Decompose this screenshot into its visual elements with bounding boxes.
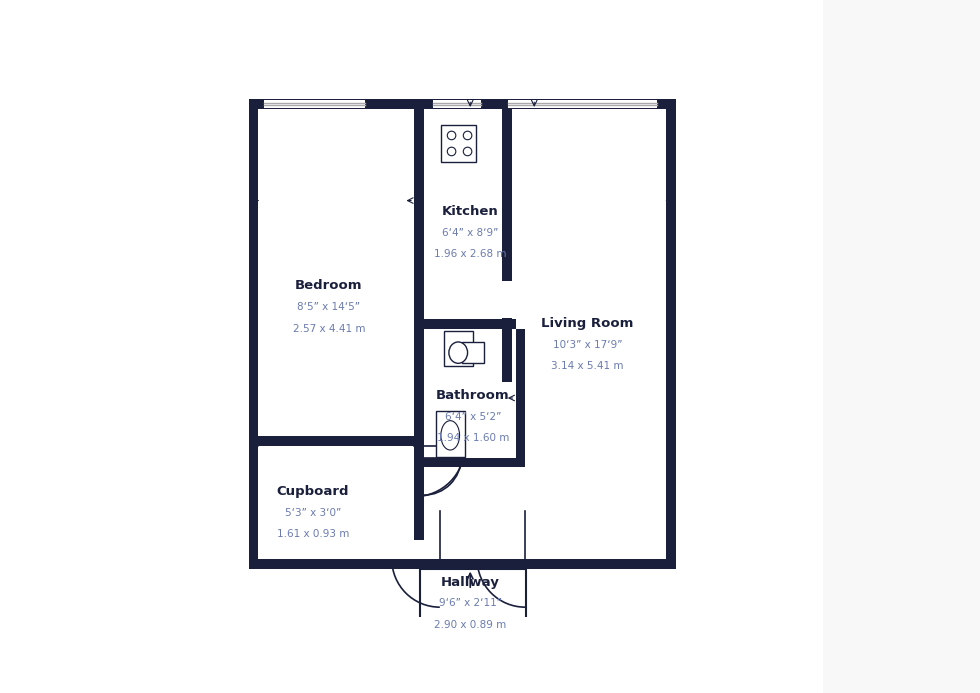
Text: 10‘3” x 17‘9”: 10‘3” x 17‘9” xyxy=(553,340,622,350)
Bar xyxy=(513,559,522,617)
Bar xyxy=(249,99,259,569)
Text: 3.14 x 5.41 m: 3.14 x 5.41 m xyxy=(552,361,624,371)
Ellipse shape xyxy=(449,342,467,363)
Text: Hallway: Hallway xyxy=(441,576,500,588)
Bar xyxy=(503,318,512,382)
Text: 1.61 x 0.93 m: 1.61 x 0.93 m xyxy=(276,529,349,539)
Text: 2.90 x 0.89 m: 2.90 x 0.89 m xyxy=(434,620,507,630)
Text: 9‘6” x 2‘11”: 9‘6” x 2‘11” xyxy=(439,599,502,608)
FancyBboxPatch shape xyxy=(834,14,969,118)
Bar xyxy=(423,319,515,328)
Bar xyxy=(423,458,515,467)
Bar xyxy=(420,569,525,637)
Circle shape xyxy=(447,147,456,156)
Text: GIRAFFE360: GIRAFFE360 xyxy=(875,678,928,687)
Bar xyxy=(515,328,525,467)
Bar xyxy=(259,437,415,446)
Bar xyxy=(419,569,526,638)
Text: 1.96 x 2.68 m: 1.96 x 2.68 m xyxy=(434,249,507,259)
Ellipse shape xyxy=(441,421,460,450)
Bar xyxy=(249,559,675,569)
Bar xyxy=(503,99,512,281)
Bar xyxy=(264,100,366,108)
Circle shape xyxy=(447,131,456,140)
Bar xyxy=(463,342,483,363)
Text: 41.9 m²: 41.9 m² xyxy=(884,356,919,365)
Circle shape xyxy=(464,131,471,140)
Text: Living Room: Living Room xyxy=(541,317,634,330)
Text: 1.94 x 1.60 m: 1.94 x 1.60 m xyxy=(437,433,509,443)
Text: Bedroom: Bedroom xyxy=(295,279,363,292)
Text: 2.57 x 4.41 m: 2.57 x 4.41 m xyxy=(293,324,366,333)
Text: Bathroom: Bathroom xyxy=(436,389,510,402)
Bar xyxy=(444,331,473,366)
Text: 8‘5” x 14‘5”: 8‘5” x 14‘5” xyxy=(297,302,361,313)
Bar xyxy=(666,99,675,569)
Bar xyxy=(508,100,657,108)
Text: (1) Excluding balconies and terraces: (1) Excluding balconies and terraces xyxy=(836,620,967,627)
Bar xyxy=(430,559,440,617)
Text: While every attempt has been made to
ensure accuracy, all measurements are
appro: While every attempt has been made to ens… xyxy=(836,647,967,677)
Text: Cupboard: Cupboard xyxy=(276,485,349,498)
Bar xyxy=(415,99,423,540)
Bar xyxy=(433,100,481,108)
Circle shape xyxy=(464,147,471,156)
Text: 6‘4” x 8‘9”: 6‘4” x 8‘9” xyxy=(442,227,499,238)
Text: Kitchen: Kitchen xyxy=(442,204,499,218)
Text: 451.01 ft²: 451.01 ft² xyxy=(879,328,924,337)
Bar xyxy=(249,99,675,109)
Text: 5‘3” x 3‘0”: 5‘3” x 3‘0” xyxy=(285,508,341,518)
Text: 6‘4” x 5‘2”: 6‘4” x 5‘2” xyxy=(445,412,501,421)
Bar xyxy=(441,125,475,162)
Bar xyxy=(435,412,465,457)
Text: Approximate total area¹: Approximate total area¹ xyxy=(841,294,962,302)
Text: Oliver
James: Oliver James xyxy=(876,49,927,82)
